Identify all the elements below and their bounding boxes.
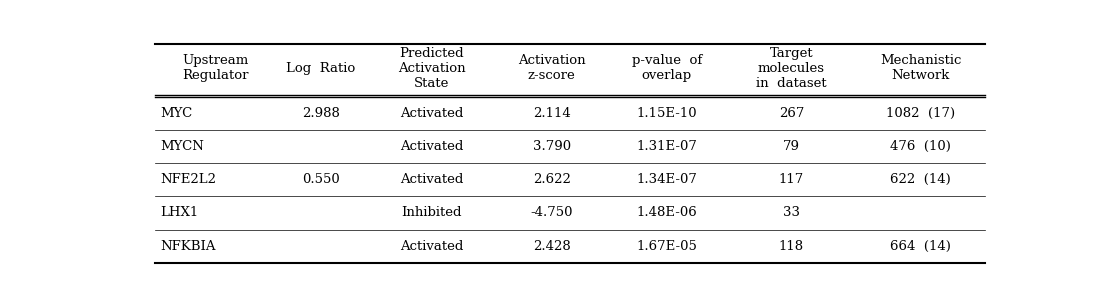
Text: 1.48E-06: 1.48E-06 bbox=[637, 206, 698, 220]
Text: Activated: Activated bbox=[400, 173, 464, 186]
Text: Mechanistic
Network: Mechanistic Network bbox=[880, 54, 962, 82]
Text: 1.15E-10: 1.15E-10 bbox=[637, 107, 698, 120]
Text: 664  (14): 664 (14) bbox=[890, 240, 951, 253]
Text: Target
molecules
in  dataset: Target molecules in dataset bbox=[756, 47, 827, 90]
Text: 118: 118 bbox=[778, 240, 804, 253]
Text: Predicted
Activation
State: Predicted Activation State bbox=[397, 47, 466, 90]
Text: 79: 79 bbox=[783, 140, 800, 153]
Text: Log  Ratio: Log Ratio bbox=[286, 62, 355, 75]
Text: Upstream
Regulator: Upstream Regulator bbox=[182, 54, 248, 82]
Text: Activated: Activated bbox=[400, 240, 464, 253]
Text: NFE2L2: NFE2L2 bbox=[160, 173, 216, 186]
Text: LHX1: LHX1 bbox=[160, 206, 199, 220]
Text: NFKBIA: NFKBIA bbox=[160, 240, 215, 253]
Text: 0.550: 0.550 bbox=[302, 173, 340, 186]
Text: -4.750: -4.750 bbox=[530, 206, 573, 220]
Text: 1.67E-05: 1.67E-05 bbox=[637, 240, 698, 253]
Text: Activated: Activated bbox=[400, 107, 464, 120]
Text: Activation
z-score: Activation z-score bbox=[518, 54, 585, 82]
Text: Activated: Activated bbox=[400, 140, 464, 153]
Text: 2.622: 2.622 bbox=[533, 173, 571, 186]
Text: 2.988: 2.988 bbox=[302, 107, 340, 120]
Text: 33: 33 bbox=[783, 206, 800, 220]
Text: 1082  (17): 1082 (17) bbox=[885, 107, 955, 120]
Text: 117: 117 bbox=[778, 173, 804, 186]
Text: 622  (14): 622 (14) bbox=[890, 173, 951, 186]
Text: Inhibited: Inhibited bbox=[402, 206, 461, 220]
Text: 1.31E-07: 1.31E-07 bbox=[637, 140, 698, 153]
Text: 3.790: 3.790 bbox=[532, 140, 571, 153]
Text: MYCN: MYCN bbox=[160, 140, 204, 153]
Text: 476  (10): 476 (10) bbox=[890, 140, 951, 153]
Text: 2.428: 2.428 bbox=[533, 240, 571, 253]
Text: MYC: MYC bbox=[160, 107, 192, 120]
Text: p-value  of
overlap: p-value of overlap bbox=[631, 54, 702, 82]
Text: 267: 267 bbox=[778, 107, 804, 120]
Text: 2.114: 2.114 bbox=[533, 107, 571, 120]
Text: 1.34E-07: 1.34E-07 bbox=[637, 173, 698, 186]
